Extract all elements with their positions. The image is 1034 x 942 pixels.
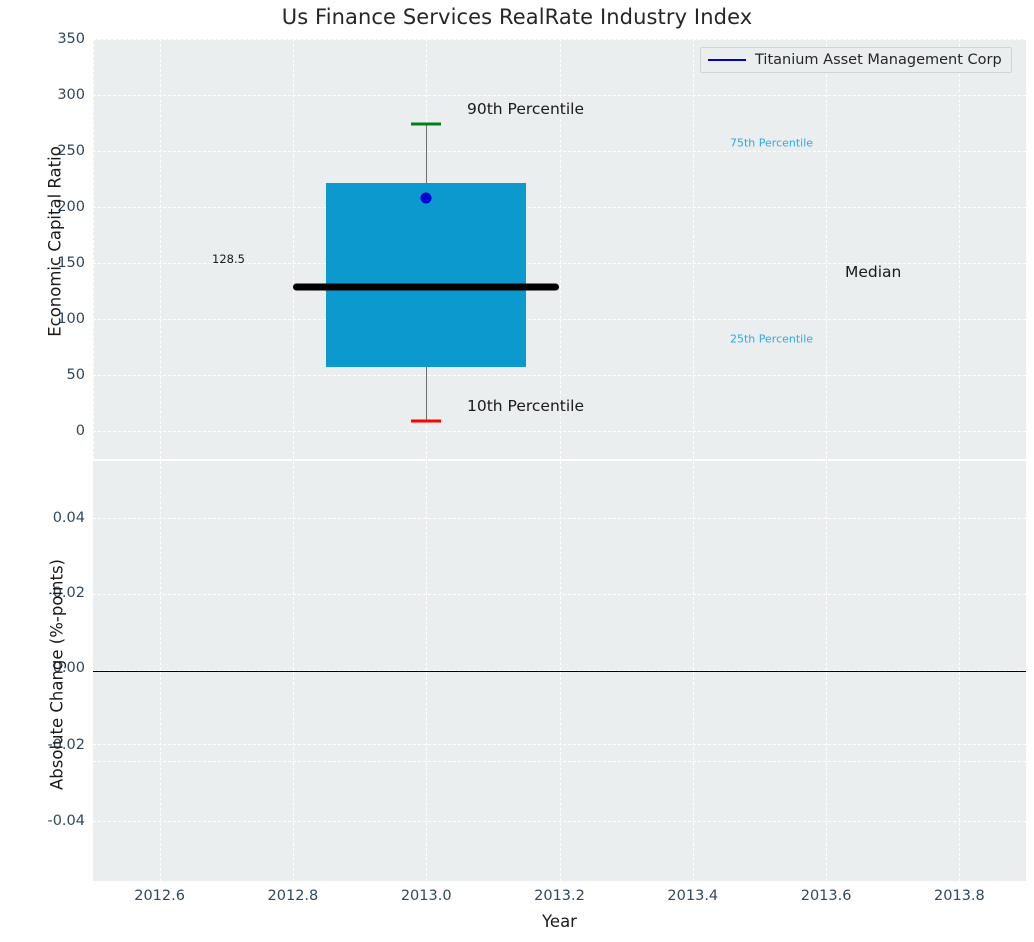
annotation-p90: 90th Percentile xyxy=(467,100,585,119)
y-axis-label-bottom: Absolute Change (%-points) xyxy=(47,559,67,790)
page-title: Us Finance Services RealRate Industry In… xyxy=(281,5,753,29)
ytick-bottom-neg0.04: -0.04 xyxy=(47,813,85,829)
ytick-bottom-0.04: 0.04 xyxy=(52,510,85,526)
gridline-y-0.01b xyxy=(93,744,1026,745)
xtick-2012.8: 2012.8 xyxy=(267,888,319,904)
xtick-2012.6: 2012.6 xyxy=(134,888,185,904)
y-tick-labels: 350 300 250 200 150 100 50 0 0.04 0.02 0… xyxy=(0,0,85,942)
median-line xyxy=(293,283,560,291)
gridline-y-300 xyxy=(93,95,1026,96)
legend-line-swatch xyxy=(708,59,746,61)
xtick-2013.8: 2013.8 xyxy=(934,888,985,904)
ytick-top-150: 150 xyxy=(57,255,85,271)
gridline-y-0 xyxy=(93,431,1026,432)
gridline-x-2013.8 xyxy=(959,39,961,459)
gridline-y-0.03 xyxy=(93,594,1026,595)
ytick-top-300: 300 xyxy=(57,87,85,103)
gridline-y-350 xyxy=(93,39,1026,40)
ytick-top-200: 200 xyxy=(57,199,85,215)
gridline-x-2013.6 xyxy=(826,39,828,459)
gridline-x-2013.4 xyxy=(692,39,694,459)
zero-reference-line xyxy=(93,671,1026,672)
annotation-p75: 75th Percentile xyxy=(730,136,814,150)
gridline-y-50 xyxy=(93,375,1026,376)
y-axis-label-top: Economic Capital Ratio xyxy=(45,146,65,337)
ytick-bottom-0.02: 0.02 xyxy=(52,585,85,601)
xtick-2013.4: 2013.4 xyxy=(667,888,719,904)
ytick-bottom-0.00: 0.00 xyxy=(52,660,85,676)
legend[interactable]: Titanium Asset Management Corp xyxy=(700,47,1012,73)
median-value-label: 128.5 xyxy=(212,252,245,267)
xtick-2013.0: 2013.0 xyxy=(400,888,452,904)
gridline-y-0.04 xyxy=(93,518,1026,519)
gridline-y-250 xyxy=(93,151,1026,152)
gridline-y-200 xyxy=(93,207,1026,208)
x-axis-label: Year xyxy=(542,912,577,931)
ytick-top-350: 350 xyxy=(57,31,85,47)
annotation-p25: 25th Percentile xyxy=(730,332,814,346)
box-iqr xyxy=(326,183,527,368)
gridline-y-0.01 xyxy=(93,744,1026,745)
gridline-x-2012.8 xyxy=(292,39,294,459)
cap-p10 xyxy=(411,419,442,423)
ytick-top-250: 250 xyxy=(57,143,85,159)
bottom-panel-plot-area xyxy=(93,461,1026,881)
legend-label-titanium: Titanium Asset Management Corp xyxy=(755,52,1002,68)
xtick-2013.2: 2013.2 xyxy=(534,888,585,904)
gridline-y-0.00-dash xyxy=(93,761,1026,762)
annotation-median: Median xyxy=(845,263,902,282)
ytick-top-0: 0 xyxy=(75,423,85,439)
ytick-bottom-neg0.02: -0.02 xyxy=(47,737,85,753)
xtick-2013.6: 2013.6 xyxy=(800,888,852,904)
annotation-p10: 10th Percentile xyxy=(467,396,585,415)
ytick-top-50: 50 xyxy=(66,367,85,383)
gridline-y-neg0.01 xyxy=(93,821,1026,822)
top-panel-plot-area: 90th Percentile 75th Percentile Median 2… xyxy=(93,39,1026,459)
data-point-titanium[interactable] xyxy=(420,192,432,204)
gridline-x-2012.6 xyxy=(159,39,161,459)
cap-p90 xyxy=(411,122,442,126)
gridline-y-100 xyxy=(93,319,1026,320)
ytick-top-100: 100 xyxy=(57,311,85,327)
